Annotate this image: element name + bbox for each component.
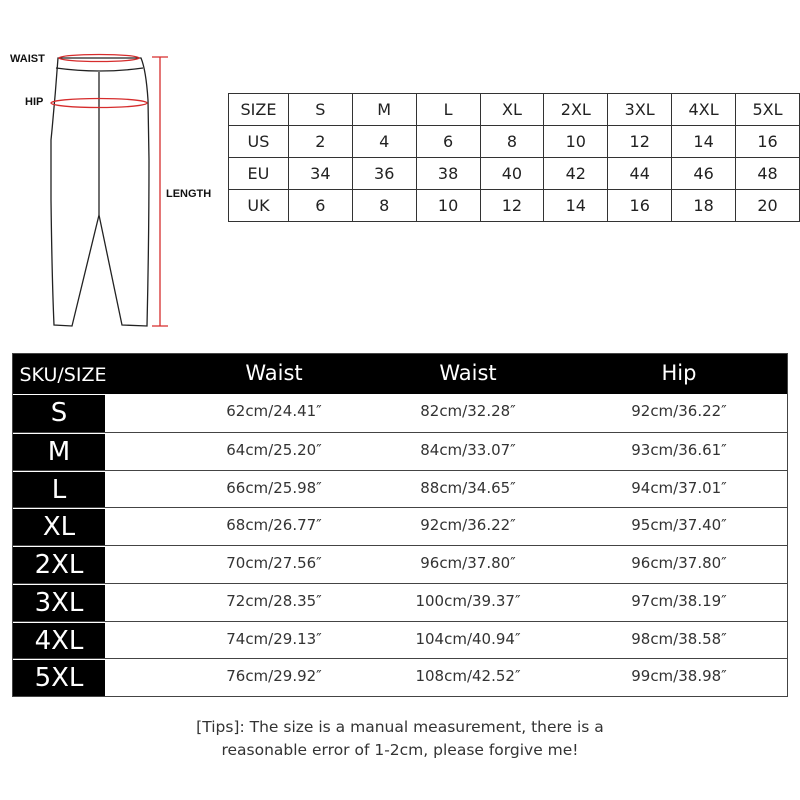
measurement-cell: 72cm/28.35″: [226, 591, 322, 610]
conversion-cell: 14: [671, 125, 737, 158]
measurement-cell: 84cm/33.07″: [420, 440, 516, 459]
measurement-cell: 95cm/37.40″: [631, 516, 727, 535]
conversion-cell: L: [415, 93, 481, 126]
size-cell: XL: [13, 508, 105, 545]
measurement-cell: 98cm/38.58″: [631, 629, 727, 648]
size-cell: 2XL: [13, 546, 105, 583]
measurement-row: 2XL 70cm/27.56″ 96cm/37.80″ 96cm/37.80″: [13, 545, 787, 583]
measurement-cell: 93cm/36.61″: [631, 440, 727, 459]
conversion-cell: 20: [735, 189, 800, 222]
measurement-row: L 66cm/25.98″ 88cm/34.65″ 94cm/37.01″: [13, 469, 787, 508]
tips-line-1: [Tips]: The size is a manual measurement…: [196, 718, 604, 736]
header-waist: Waist: [245, 361, 303, 385]
measurement-cell: 94cm/37.01″: [631, 478, 727, 497]
conversion-cell: S: [287, 93, 353, 126]
size-cell: 3XL: [13, 583, 105, 621]
measurement-cell: 96cm/37.80″: [631, 554, 727, 572]
conversion-cell: 16: [607, 189, 673, 222]
conversion-cell: XL: [479, 93, 545, 126]
conversion-row: US 2 4 6 8 10 12 14 16: [228, 125, 800, 158]
header-waist-2: Waist: [439, 361, 497, 385]
measurement-row: 4XL 74cm/29.13″ 104cm/40.94″ 98cm/38.58″: [13, 620, 787, 659]
length-label: LENGTH: [166, 188, 212, 200]
measurement-cell: 62cm/24.41″: [226, 402, 322, 420]
conversion-cell: 10: [543, 125, 609, 158]
conversion-cell: 14: [543, 189, 609, 222]
conversion-cell: 38: [415, 157, 481, 190]
conversion-cell: 34: [287, 157, 353, 190]
measurement-row: S 62cm/24.41″ 82cm/32.28″ 92cm/36.22″: [13, 394, 787, 432]
conversion-cell: 40: [479, 157, 545, 190]
measurement-cell: 100cm/39.37″: [415, 591, 521, 610]
tips-line-2: reasonable error of 1-2cm, please forgiv…: [221, 741, 579, 759]
size-cell: 4XL: [13, 621, 105, 659]
conversion-row-label: EU: [228, 157, 289, 190]
conversion-cell: 3XL: [607, 93, 673, 126]
size-cell: M: [13, 432, 105, 470]
conversion-cell: 2: [287, 125, 353, 158]
measurement-cell: 74cm/29.13″: [226, 629, 322, 648]
measurement-cell: 70cm/27.56″: [226, 554, 322, 572]
conversion-row-label: UK: [228, 189, 289, 222]
conversion-cell: 46: [671, 157, 737, 190]
conversion-cell: 44: [607, 157, 673, 190]
measurement-cell: 66cm/25.98″: [226, 478, 322, 497]
conversion-cell: 6: [415, 125, 481, 158]
conversion-cell: 12: [607, 125, 673, 158]
hip-label: HIP: [25, 96, 44, 108]
conversion-row-label: US: [228, 125, 289, 158]
measurement-row: 5XL 76cm/29.92″ 108cm/42.52″ 99cm/38.98″: [13, 658, 787, 696]
conversion-row: SIZE S M L XL 2XL 3XL 4XL 5XL: [228, 93, 800, 126]
waist-label: WAIST: [10, 53, 45, 65]
measurement-row: 3XL 72cm/28.35″ 100cm/39.37″ 97cm/38.19″: [13, 582, 787, 621]
conversion-row: UK 6 8 10 12 14 16 18 20: [228, 189, 800, 222]
size-conversion-table: SIZE S M L XL 2XL 3XL 4XL 5XL US 2 4 6 8 10 12 14 16 EU 34 3…: [228, 93, 800, 222]
conversion-cell: 18: [671, 189, 737, 222]
size-cell: 5XL: [13, 659, 105, 696]
size-cell: L: [13, 470, 105, 508]
measurement-cell: 82cm/32.28″: [420, 402, 516, 420]
measurement-cell: 68cm/26.77″: [226, 516, 322, 535]
conversion-cell: 48: [735, 157, 800, 190]
conversion-cell: 4: [351, 125, 417, 158]
pants-illustration: [50, 53, 168, 327]
measurement-cell: 97cm/38.19″: [631, 591, 727, 610]
measurement-cell: 108cm/42.52″: [415, 667, 521, 686]
conversion-cell: 10: [415, 189, 481, 222]
conversion-cell: 42: [543, 157, 609, 190]
conversion-cell: 8: [479, 125, 545, 158]
header-hip: Hip: [661, 361, 697, 385]
measurement-cell: 92cm/36.22″: [631, 402, 727, 420]
conversion-row: EU 34 36 38 40 42 44 46 48: [228, 157, 800, 190]
measurement-cell: 76cm/29.92″: [226, 667, 322, 686]
measurement-cell: 88cm/34.65″: [420, 478, 516, 497]
conversion-cell: 16: [735, 125, 800, 158]
measurement-row: XL 68cm/26.77″ 92cm/36.22″ 95cm/37.40″: [13, 507, 787, 545]
tips-note: [Tips]: The size is a manual measurement…: [0, 716, 800, 762]
measurement-cell: 96cm/37.80″: [420, 554, 516, 572]
measurement-table-header: SKU/SIZE Waist Waist Hip: [13, 354, 787, 394]
measurement-row: M 64cm/25.20″ 84cm/33.07″ 93cm/36.61″: [13, 431, 787, 470]
conversion-cell: 2XL: [543, 93, 609, 126]
size-cell: S: [13, 394, 105, 432]
measurement-table: SKU/SIZE Waist Waist Hip S 62cm/24.41″ 82c…: [12, 353, 788, 697]
measurement-cell: 104cm/40.94″: [415, 629, 521, 648]
measurement-cell: 64cm/25.20″: [226, 440, 322, 459]
conversion-cell: 8: [351, 189, 417, 222]
conversion-cell: M: [351, 93, 417, 126]
conversion-row-label: SIZE: [228, 93, 289, 126]
conversion-cell: 12: [479, 189, 545, 222]
measurement-cell: 92cm/36.22″: [420, 516, 516, 535]
conversion-cell: 6: [287, 189, 353, 222]
conversion-cell: 4XL: [671, 93, 737, 126]
header-sku-size: SKU/SIZE: [19, 364, 107, 386]
conversion-cell: 36: [351, 157, 417, 190]
conversion-cell: 5XL: [735, 93, 800, 126]
measurement-cell: 99cm/38.98″: [631, 667, 727, 686]
